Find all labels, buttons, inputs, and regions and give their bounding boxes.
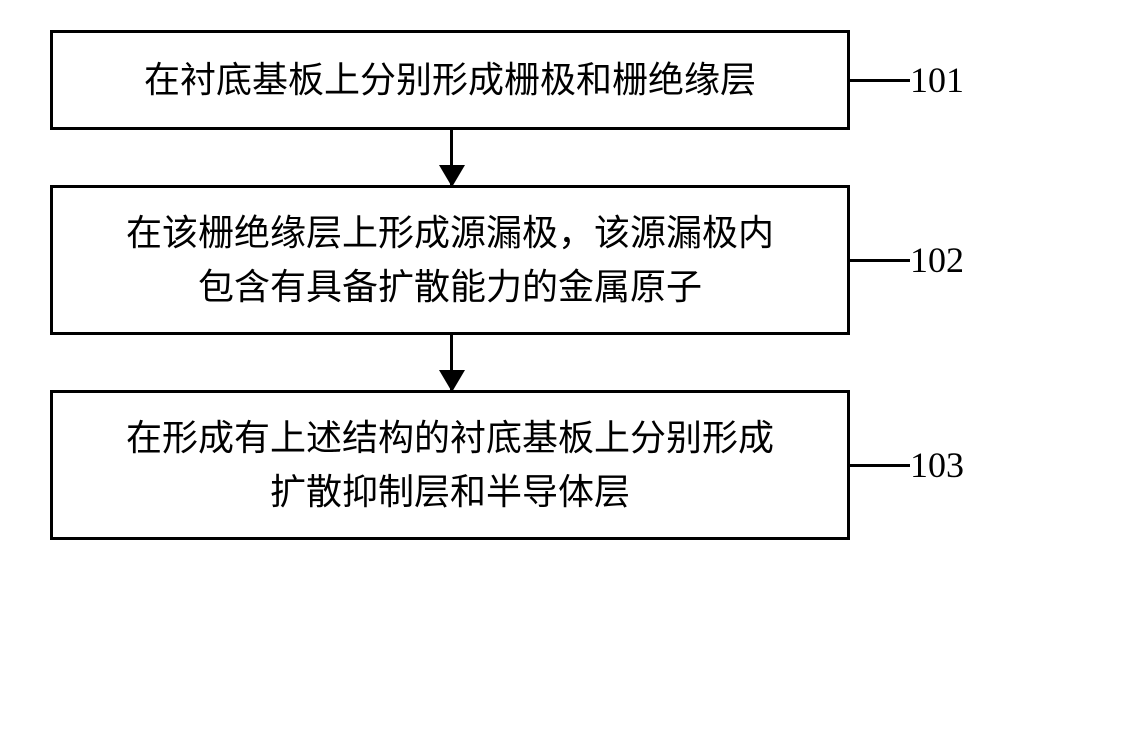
step-box-1: 在衬底基板上分别形成栅极和栅绝缘层 bbox=[50, 30, 850, 130]
arrow-1-2 bbox=[450, 130, 453, 185]
step-label-3: 103 bbox=[910, 444, 964, 486]
connector-2 bbox=[850, 259, 910, 262]
step-box-3: 在形成有上述结构的衬底基板上分别形成 扩散抑制层和半导体层 bbox=[50, 390, 850, 540]
connector-3 bbox=[850, 464, 910, 467]
step-label-2: 102 bbox=[910, 239, 964, 281]
arrow-2-3 bbox=[450, 335, 453, 390]
step-box-2: 在该栅绝缘层上形成源漏极，该源漏极内 包含有具备扩散能力的金属原子 bbox=[50, 185, 850, 335]
step-label-1: 101 bbox=[910, 59, 964, 101]
flowchart-container: 在衬底基板上分别形成栅极和栅绝缘层 101 在该栅绝缘层上形成源漏极，该源漏极内… bbox=[50, 30, 1070, 540]
step3-text-line1: 在形成有上述结构的衬底基板上分别形成 bbox=[126, 411, 774, 465]
connector-1 bbox=[850, 79, 910, 82]
step2-text-line2: 包含有具备扩散能力的金属原子 bbox=[198, 260, 702, 314]
step-row-3: 在形成有上述结构的衬底基板上分别形成 扩散抑制层和半导体层 103 bbox=[50, 390, 1070, 540]
step-row-2: 在该栅绝缘层上形成源漏极，该源漏极内 包含有具备扩散能力的金属原子 102 bbox=[50, 185, 1070, 335]
step2-text-line1: 在该栅绝缘层上形成源漏极，该源漏极内 bbox=[126, 206, 774, 260]
step1-text-line1: 在衬底基板上分别形成栅极和栅绝缘层 bbox=[144, 53, 756, 107]
step3-text-line2: 扩散抑制层和半导体层 bbox=[270, 465, 630, 519]
step-row-1: 在衬底基板上分别形成栅极和栅绝缘层 101 bbox=[50, 30, 1070, 130]
